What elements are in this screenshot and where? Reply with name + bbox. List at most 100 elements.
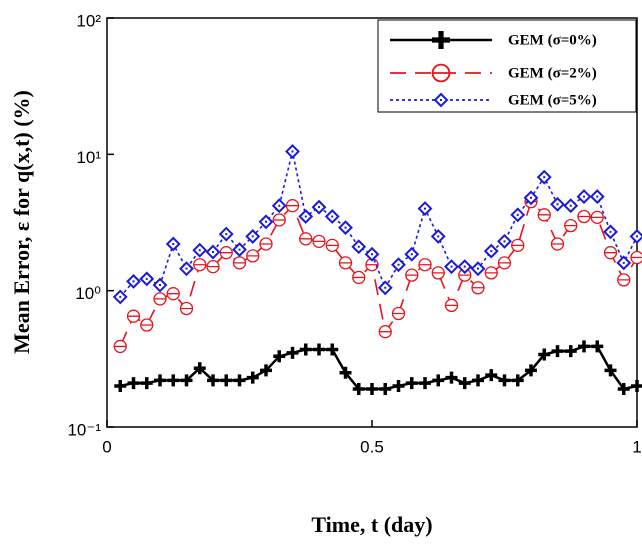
marker xyxy=(378,325,392,339)
marker xyxy=(498,374,511,387)
marker xyxy=(338,256,353,270)
marker xyxy=(245,228,261,244)
marker xyxy=(286,346,299,359)
x-axis-label: Time, t (day) xyxy=(311,512,432,537)
marker xyxy=(285,199,300,213)
legend-label: GEM (σ=2%) xyxy=(508,65,597,81)
marker xyxy=(471,281,485,295)
marker xyxy=(523,190,539,206)
marker xyxy=(258,214,274,230)
marker xyxy=(339,366,352,379)
marker xyxy=(391,257,406,273)
marker xyxy=(631,379,642,392)
marker xyxy=(167,374,180,387)
marker xyxy=(364,246,380,262)
marker xyxy=(430,228,446,244)
marker xyxy=(139,271,155,287)
y-tick-label: 10² xyxy=(76,11,101,30)
marker xyxy=(154,374,166,387)
marker xyxy=(564,345,577,358)
marker xyxy=(445,371,458,384)
marker xyxy=(192,242,208,258)
marker xyxy=(285,144,300,159)
marker xyxy=(246,371,259,384)
marker xyxy=(219,246,233,260)
marker xyxy=(404,246,420,262)
marker xyxy=(179,301,194,316)
marker xyxy=(405,377,418,390)
marker xyxy=(326,343,339,356)
marker xyxy=(153,292,167,306)
marker xyxy=(617,382,630,395)
marker xyxy=(140,318,154,332)
marker xyxy=(405,268,419,282)
marker xyxy=(510,207,526,223)
marker xyxy=(472,374,484,387)
marker xyxy=(550,196,565,212)
marker xyxy=(193,362,206,375)
x-tick-label: 0 xyxy=(102,437,111,456)
marker xyxy=(525,364,537,377)
marker xyxy=(366,382,378,395)
marker xyxy=(311,199,327,215)
legend-box xyxy=(377,19,637,113)
legend-marker xyxy=(431,63,451,83)
marker xyxy=(179,261,194,277)
marker xyxy=(112,289,128,305)
marker xyxy=(444,298,459,313)
marker xyxy=(563,198,579,214)
marker xyxy=(617,273,631,287)
marker xyxy=(206,260,220,274)
y-tick-label: 10¹ xyxy=(76,148,101,167)
marker xyxy=(538,348,551,361)
marker xyxy=(590,210,604,224)
marker xyxy=(246,249,260,263)
marker xyxy=(313,343,325,356)
marker xyxy=(113,339,127,354)
marker xyxy=(417,201,433,217)
marker xyxy=(616,255,632,271)
marker xyxy=(458,268,472,282)
marker xyxy=(603,246,618,260)
marker xyxy=(591,340,604,353)
marker xyxy=(338,220,353,236)
marker xyxy=(114,379,127,392)
marker xyxy=(432,374,445,387)
marker xyxy=(271,198,287,214)
marker xyxy=(377,280,393,296)
marker xyxy=(418,258,432,272)
series-line xyxy=(119,151,638,298)
series-line xyxy=(119,345,638,391)
marker xyxy=(419,377,431,390)
marker xyxy=(207,374,219,387)
marker xyxy=(193,258,207,272)
y-tick-label: 10⁰ xyxy=(75,284,101,303)
marker xyxy=(536,169,552,185)
marker xyxy=(126,309,141,323)
legend-label: GEM (σ=5%) xyxy=(508,92,597,108)
marker xyxy=(299,343,312,356)
legend-marker xyxy=(433,92,449,108)
marker xyxy=(537,208,551,222)
marker xyxy=(218,226,234,242)
marker xyxy=(444,259,459,275)
marker xyxy=(391,306,406,321)
legend-label: GEM (σ=0%) xyxy=(508,32,597,48)
marker xyxy=(324,209,340,224)
marker xyxy=(272,213,286,227)
marker xyxy=(220,374,233,387)
marker xyxy=(152,277,168,293)
legend-marker xyxy=(432,31,450,49)
marker xyxy=(550,237,565,251)
marker xyxy=(259,237,273,251)
marker xyxy=(298,209,314,224)
marker xyxy=(233,374,246,387)
series-line xyxy=(119,200,638,347)
marker xyxy=(577,209,591,224)
marker xyxy=(273,350,286,363)
marker xyxy=(551,345,564,358)
marker xyxy=(126,273,141,289)
marker xyxy=(603,224,618,240)
marker xyxy=(180,374,193,387)
marker xyxy=(630,250,642,265)
